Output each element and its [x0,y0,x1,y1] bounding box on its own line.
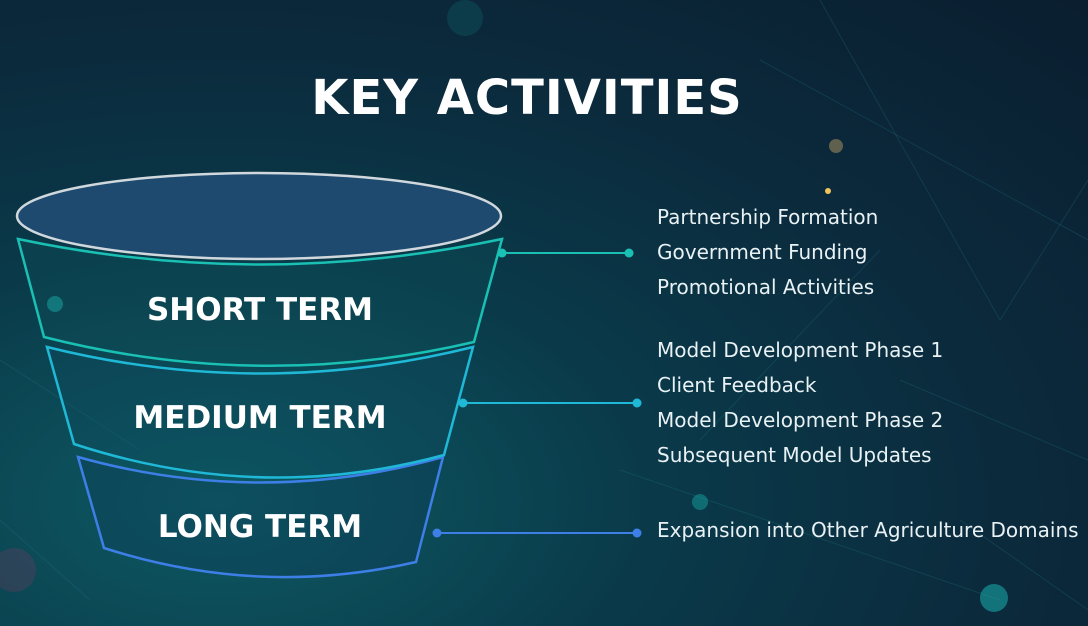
tier-label-medium: MEDIUM TERM [133,400,387,436]
list-item: Expansion into Other Agriculture Domains [657,518,1079,542]
funnel-tier-short [16,237,504,368]
list-item: Government Funding [657,240,868,264]
connector-medium [458,398,642,408]
funnel-top-ellipse [15,171,503,261]
funnel-tier-long [76,455,445,579]
list-item: Subsequent Model Updates [657,443,932,467]
list-item: Promotional Activities [657,275,875,299]
connector-short [497,248,634,258]
tier-label-short: SHORT TERM [146,292,374,328]
list-item: Model Development Phase 2 [657,408,944,432]
short-term-activities: Partnership Formation Government Funding… [657,200,878,305]
page-title: KEY ACTIVITIES [311,70,743,126]
funnel-tier-medium [45,345,475,479]
tier-label-long: LONG TERM [157,509,363,545]
list-item: Model Development Phase 1 [657,338,944,362]
list-item: Partnership Formation [657,205,879,229]
medium-term-activities: Model Development Phase 1 Client Feedbac… [657,333,943,473]
list-item: Client Feedback [657,373,817,397]
connector-long [432,528,642,538]
long-term-activities: Expansion into Other Agriculture Domains [657,513,1079,548]
